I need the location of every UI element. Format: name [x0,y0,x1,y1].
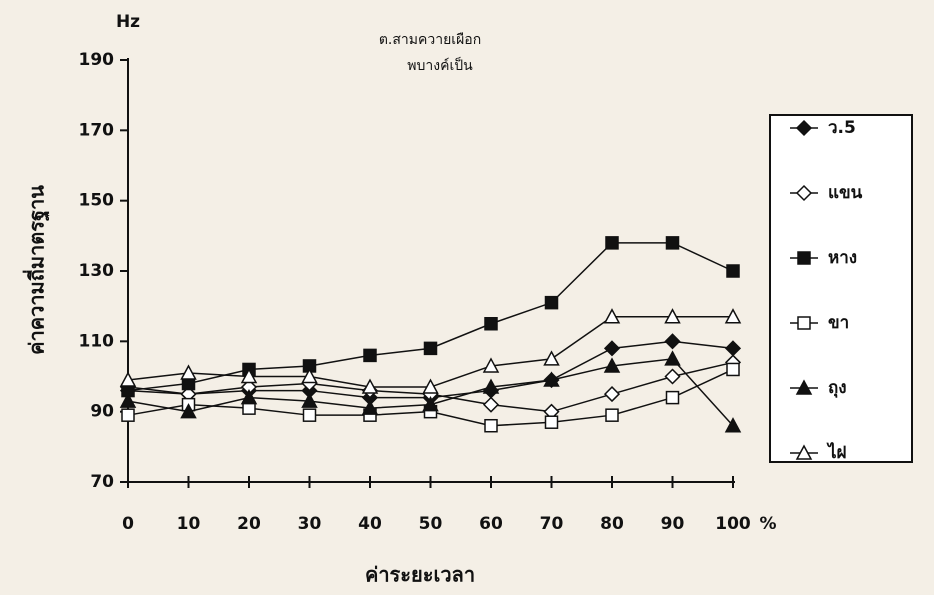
point [603,308,621,324]
point [240,367,258,384]
x-tick-label: 100 [715,514,751,534]
point [543,371,560,387]
annotation: พบางค์เป็น [407,56,473,74]
legend-label: แขน [828,183,863,203]
point [482,396,500,413]
point [724,308,742,324]
point [664,308,681,324]
x-tick-label: 40 [358,514,382,534]
point [119,392,137,408]
point [363,348,377,363]
point [422,396,439,412]
point [482,378,500,394]
legend-label: ว.5 [828,118,856,138]
point [240,389,258,405]
point [603,357,621,373]
point [544,415,559,429]
legend-label: ถุง [828,378,847,398]
point [422,378,439,394]
x-axis-label: ค่าระยะเวลา [365,563,475,587]
point [484,317,498,331]
point [544,295,559,310]
legend-marker [795,119,813,137]
point [361,399,379,415]
point [423,341,438,356]
y-unit: Hz [116,12,140,32]
legend-marker [795,184,813,202]
legend-label: หาง [828,248,857,268]
point [482,357,500,373]
legend-box [769,114,913,463]
point [665,236,680,250]
x-tick-label: 90 [661,514,685,534]
y-tick-label: 170 [79,120,115,140]
legend-marker [797,251,811,265]
y-tick-label: 150 [79,191,115,211]
point [605,408,619,422]
point [361,378,379,394]
x-tick-label: 60 [479,514,503,534]
point [726,362,740,377]
point [665,390,680,405]
point [119,371,137,387]
y-tick-label: 190 [79,50,115,70]
y-tick-label: 70 [90,472,114,492]
point [484,418,498,433]
x-tick-label: 0 [122,514,134,534]
legend-label: ขา [828,313,849,333]
y-tick-label: 130 [79,261,115,281]
point [301,392,318,408]
point [724,417,742,433]
point [726,264,740,278]
x-tick-label: 30 [298,514,322,534]
x-tick-label: 80 [600,514,624,534]
x-tick-label: 70 [540,514,564,534]
legend-marker [795,444,813,460]
legend-marker [795,379,813,395]
point [180,364,197,380]
point [664,368,681,385]
x-tick-label: 50 [419,514,443,534]
point [603,386,621,403]
x-unit: % [759,514,776,534]
point [603,340,621,357]
y-tick-label: 110 [79,331,115,351]
point [605,236,619,250]
point [724,340,742,357]
point [543,350,560,366]
y-axis-label: ค่าความถี่มาตรฐาน [22,185,51,355]
x-tick-label: 20 [237,514,261,534]
y-tick-label: 90 [90,402,114,422]
point [301,367,318,384]
legend-marker [797,316,811,330]
point [121,408,135,422]
annotation: ต.สามควายเผือก [379,32,481,48]
point [180,403,197,419]
point [664,350,681,366]
x-tick-label: 10 [177,514,201,534]
legend-label: ไฝ [826,442,847,463]
point [664,333,681,350]
point [302,408,317,422]
